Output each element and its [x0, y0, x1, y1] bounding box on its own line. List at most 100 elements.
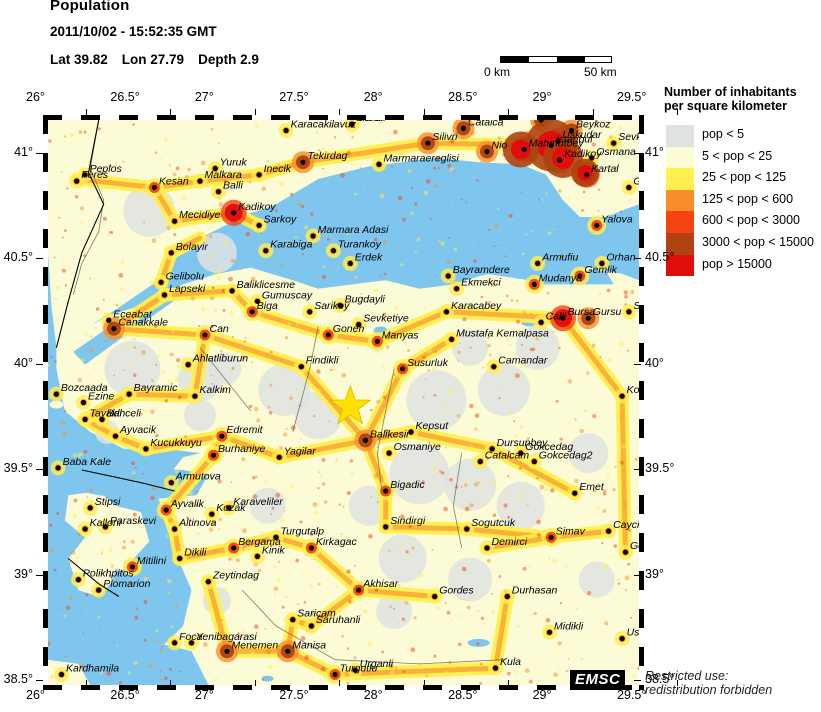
- city-marker[interactable]: [82, 416, 88, 422]
- city-marker[interactable]: [75, 577, 81, 583]
- city-marker[interactable]: [611, 140, 617, 146]
- city-marker[interactable]: [337, 302, 343, 309]
- city-marker[interactable]: [408, 429, 414, 435]
- city-marker[interactable]: [202, 332, 208, 338]
- city-marker[interactable]: [347, 260, 353, 266]
- city-marker[interactable]: [82, 526, 88, 532]
- city-marker[interactable]: [555, 138, 561, 144]
- city-marker[interactable]: [161, 292, 168, 298]
- population-density-map[interactable]: MuratiKaracakilavuzCorluCatalcaKemerburg…: [48, 120, 639, 685]
- city-marker[interactable]: [594, 222, 600, 228]
- city-marker[interactable]: [374, 338, 380, 344]
- city-marker[interactable]: [560, 315, 566, 321]
- city-marker[interactable]: [589, 155, 595, 161]
- city-marker[interactable]: [212, 165, 218, 172]
- city-marker[interactable]: [210, 452, 217, 458]
- city-marker[interactable]: [74, 178, 80, 184]
- city-marker[interactable]: [432, 593, 438, 600]
- city-marker[interactable]: [172, 526, 178, 532]
- city-marker[interactable]: [531, 281, 537, 287]
- city-marker[interactable]: [177, 555, 183, 562]
- city-marker[interactable]: [572, 490, 578, 496]
- map-container[interactable]: MuratiKaracakilavuzCorluCatalcaKemerburg…: [38, 110, 644, 690]
- city-marker[interactable]: [163, 507, 169, 513]
- city-marker[interactable]: [215, 189, 222, 195]
- city-marker[interactable]: [96, 587, 102, 593]
- city-marker[interactable]: [531, 458, 537, 465]
- city-marker[interactable]: [172, 218, 178, 224]
- city-marker[interactable]: [273, 534, 279, 540]
- city-marker[interactable]: [492, 665, 499, 671]
- city-marker[interactable]: [577, 273, 583, 279]
- city-marker[interactable]: [491, 364, 497, 370]
- city-marker[interactable]: [308, 545, 314, 551]
- city-marker[interactable]: [606, 528, 612, 534]
- city-marker[interactable]: [254, 553, 260, 559]
- city-marker[interactable]: [256, 222, 262, 228]
- city-marker[interactable]: [518, 450, 524, 456]
- city-marker[interactable]: [205, 579, 211, 585]
- map-canvas[interactable]: MuratiKaracakilavuzCorluCatalcaKemerburg…: [48, 120, 639, 685]
- city-marker[interactable]: [626, 184, 632, 191]
- city-marker[interactable]: [568, 127, 575, 134]
- city-marker[interactable]: [489, 446, 495, 452]
- city-marker[interactable]: [229, 288, 235, 294]
- city-marker[interactable]: [197, 178, 203, 184]
- city-marker[interactable]: [188, 640, 195, 646]
- city-marker[interactable]: [224, 648, 230, 654]
- city-marker[interactable]: [352, 667, 358, 673]
- city-marker[interactable]: [330, 248, 336, 254]
- city-marker[interactable]: [445, 273, 451, 279]
- city-marker[interactable]: [172, 640, 178, 646]
- city-marker[interactable]: [254, 298, 260, 304]
- city-marker[interactable]: [460, 125, 466, 131]
- city-marker[interactable]: [263, 248, 269, 254]
- city-marker[interactable]: [256, 172, 262, 178]
- city-marker[interactable]: [584, 172, 590, 178]
- city-marker[interactable]: [356, 321, 362, 328]
- city-marker[interactable]: [362, 437, 369, 443]
- city-marker[interactable]: [383, 524, 389, 530]
- city-marker[interactable]: [276, 454, 282, 460]
- city-marker[interactable]: [619, 393, 625, 399]
- city-marker[interactable]: [504, 593, 510, 600]
- city-marker[interactable]: [285, 648, 291, 654]
- city-marker[interactable]: [356, 587, 362, 593]
- city-marker[interactable]: [151, 184, 157, 191]
- city-marker[interactable]: [231, 210, 237, 216]
- city-marker[interactable]: [283, 127, 289, 134]
- city-marker[interactable]: [226, 505, 232, 511]
- city-marker[interactable]: [298, 364, 304, 370]
- city-marker[interactable]: [143, 446, 149, 452]
- city-marker[interactable]: [443, 309, 450, 315]
- city-marker[interactable]: [219, 433, 225, 439]
- city-marker[interactable]: [99, 416, 105, 422]
- city-marker[interactable]: [548, 534, 554, 540]
- city-marker[interactable]: [129, 564, 135, 570]
- city-marker[interactable]: [126, 391, 132, 397]
- city-marker[interactable]: [585, 315, 591, 321]
- city-marker[interactable]: [400, 366, 406, 372]
- city-marker[interactable]: [53, 391, 59, 397]
- city-marker[interactable]: [102, 524, 108, 530]
- city-marker[interactable]: [58, 671, 65, 678]
- city-marker[interactable]: [185, 362, 191, 368]
- city-marker[interactable]: [106, 317, 112, 323]
- city-marker[interactable]: [538, 319, 544, 325]
- city-marker[interactable]: [535, 260, 541, 266]
- city-marker[interactable]: [209, 511, 215, 517]
- city-marker[interactable]: [599, 260, 605, 266]
- city-marker[interactable]: [290, 617, 296, 623]
- city-marker[interactable]: [308, 623, 314, 629]
- city-marker[interactable]: [454, 286, 460, 292]
- city-marker[interactable]: [332, 671, 338, 678]
- city-marker[interactable]: [548, 142, 554, 148]
- city-marker[interactable]: [325, 332, 331, 338]
- city-marker[interactable]: [557, 157, 563, 163]
- city-marker[interactable]: [82, 172, 88, 178]
- city-marker[interactable]: [376, 161, 382, 167]
- city-marker[interactable]: [484, 545, 490, 551]
- city-marker[interactable]: [349, 121, 355, 127]
- city-marker[interactable]: [300, 159, 306, 165]
- city-marker[interactable]: [231, 545, 237, 551]
